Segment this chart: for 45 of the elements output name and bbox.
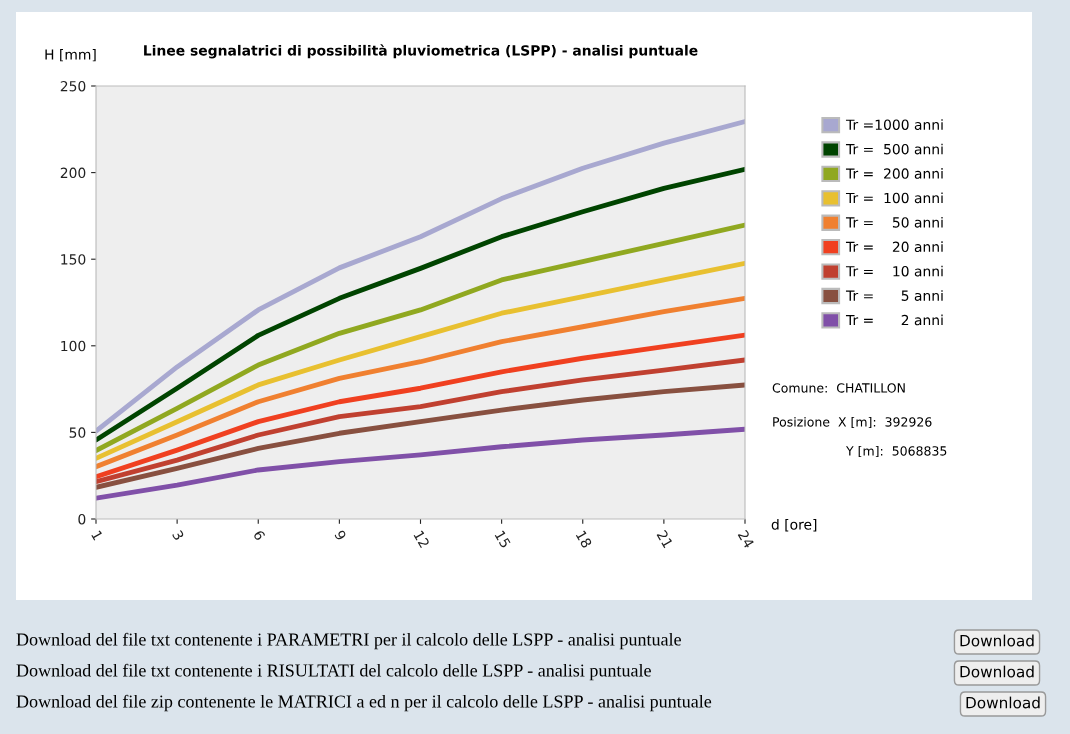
text: Posizione X [m]: 392926 xyxy=(773,416,932,429)
legend-label: Tr = 200 anni xyxy=(845,168,943,179)
text: Download xyxy=(960,665,1034,678)
x-tick-label: 3 xyxy=(171,529,185,541)
y-tick-label: 0 xyxy=(78,513,86,525)
text: Download del file txt contenente i PARAMETRI per il calcolo delle LSPP - analisi puntuale xyxy=(16,632,681,650)
line-series xyxy=(96,166,745,443)
legend-label: Tr = 5 anni xyxy=(845,290,943,301)
line-series xyxy=(96,260,745,461)
line-series xyxy=(96,357,745,485)
text: Download xyxy=(960,634,1034,647)
line-series xyxy=(96,426,745,501)
line-series xyxy=(96,295,745,470)
legend-label: Tr =1000 anni xyxy=(845,119,943,130)
x-tick-label: 15 xyxy=(494,530,511,549)
text: Comune: CHATILLON xyxy=(772,383,905,393)
text: Download del file txt contenente i RISULTATI del calcolo delle LSPP - analisi puntuale xyxy=(16,663,651,681)
x-tick-label: 9 xyxy=(334,529,347,541)
text: Download del file zip contenente le MATRICI a ed n per il calcolo delle LSPP - analisi puntuale xyxy=(16,694,712,712)
x-tick-label: 6 xyxy=(253,529,266,541)
y-axis-title: H [mm] xyxy=(45,48,96,62)
text: Y [m]: 5068835 xyxy=(845,445,947,458)
line-series xyxy=(96,382,745,490)
x-axis-title: d [ore] xyxy=(771,519,817,532)
text: Download xyxy=(966,696,1040,709)
y-tick-label: 250 xyxy=(60,80,86,92)
legend-label: Tr = 50 anni xyxy=(845,216,943,228)
y-tick-label: 100 xyxy=(61,340,86,352)
legend-label: Tr = 500 anni xyxy=(845,143,943,155)
legend-label: Tr = 10 anni xyxy=(845,265,943,277)
y-tick-label: 50 xyxy=(69,427,86,438)
line-series xyxy=(96,332,745,480)
x-tick-label: 12 xyxy=(413,530,430,549)
y-tick-label: 150 xyxy=(61,254,86,265)
legend-label: Tr = 2 anni xyxy=(845,314,943,326)
chart-title: Linee segnalatrici di possibilità pluviometrica (LSPP) - analisi puntuale xyxy=(144,44,698,59)
y-tick-label: 200 xyxy=(60,167,86,179)
x-tick-label: 21 xyxy=(656,529,674,549)
line-series xyxy=(96,222,745,454)
x-tick-label: 18 xyxy=(575,530,593,549)
legend-label: Tr = 20 anni xyxy=(845,241,943,253)
x-tick-label: 24 xyxy=(737,529,755,549)
line-series xyxy=(96,119,745,434)
legend-label: Tr = 100 anni xyxy=(845,192,943,204)
x-tick-label: 1 xyxy=(91,530,104,541)
